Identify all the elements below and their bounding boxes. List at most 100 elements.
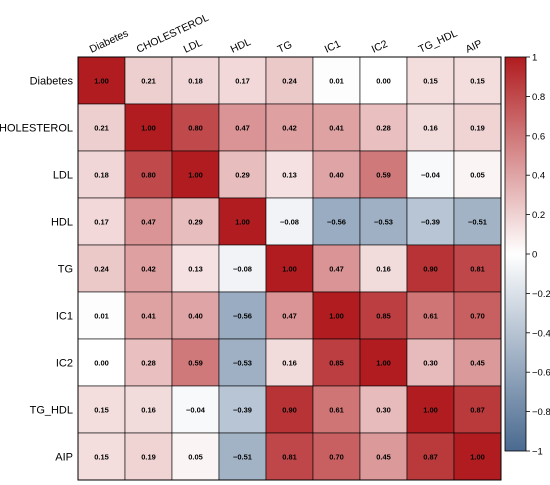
cell-value-label: 0.70 [329, 453, 344, 462]
column-label: Diabetes [88, 27, 131, 55]
heatmap-cell [77, 244, 126, 293]
heatmap-cell [171, 103, 220, 152]
heatmap-cell [218, 244, 267, 293]
cell-value-label: 0.21 [141, 77, 156, 86]
heatmap-cell [312, 244, 361, 293]
row-label: HDL [51, 217, 73, 229]
cell-value-label: 0.16 [141, 406, 156, 415]
colorbar-tick-label: −0.6 [532, 368, 550, 379]
cell-value-label: 1.00 [470, 453, 485, 462]
heatmap-cell [359, 432, 408, 481]
cell-value-label: 0.19 [141, 453, 156, 462]
colorbar-tick-label: 0.6 [532, 131, 545, 142]
heatmap-cell [453, 291, 502, 340]
heatmap-cell [171, 244, 220, 293]
cell-value-label: 0.17 [94, 218, 109, 227]
heatmap-cell [124, 338, 173, 387]
cell-value-label: 0.45 [376, 453, 391, 462]
cell-value-label: 0.24 [282, 77, 297, 86]
cell-value-label: 1.00 [141, 124, 156, 133]
cell-value-label: 0.59 [188, 359, 203, 368]
heatmap-cell [218, 291, 267, 340]
heatmap-cell [265, 56, 314, 105]
cell-value-label: −0.04 [421, 171, 441, 180]
heatmap-cell [265, 291, 314, 340]
heatmap-cell [265, 338, 314, 387]
cell-value-label: 0.30 [376, 406, 391, 415]
heatmap-cell [171, 385, 220, 434]
cell-value-label: 0.61 [329, 406, 344, 415]
cell-value-label: 0.45 [470, 359, 485, 368]
row-label: TG_HDL [30, 405, 73, 417]
cell-value-label: 0.21 [94, 124, 109, 133]
heatmap-cell [265, 432, 314, 481]
heatmap-cell [453, 150, 502, 199]
row-label: CHOLESTEROL [0, 123, 73, 135]
cell-value-label: 0.18 [188, 77, 203, 86]
heatmap-cell [77, 150, 126, 199]
heatmap-cell [218, 385, 267, 434]
heatmap-cell [265, 150, 314, 199]
cell-value-label: −0.56 [233, 312, 252, 321]
colorbar-tick-label: 0.2 [532, 210, 545, 221]
heatmap-cell [171, 432, 220, 481]
cell-value-label: 0.85 [376, 312, 391, 321]
colorbar-tick-label: −0.8 [532, 407, 550, 418]
heatmap-cell [124, 56, 173, 105]
heatmap-cell [406, 197, 455, 246]
heatmap-frame [77, 56, 502, 481]
cell-value-label: 0.81 [282, 453, 297, 462]
cell-value-label: 0.01 [94, 312, 109, 321]
heatmap-cell [77, 291, 126, 340]
row-label: IC2 [56, 358, 73, 370]
heatmap-cell [453, 103, 502, 152]
cell-value-label: 0.87 [423, 453, 438, 462]
cell-value-label: −0.08 [233, 265, 252, 274]
cell-value-label: 0.16 [423, 124, 438, 133]
heatmap-cell [312, 56, 361, 105]
cell-value-label: 0.81 [470, 265, 485, 274]
cell-value-label: 0.90 [282, 406, 297, 415]
cell-value-label: 0.19 [470, 124, 485, 133]
colorbar-tick-label: 0.8 [532, 92, 545, 103]
cell-value-label: 0.80 [141, 171, 156, 180]
column-label: IC2 [370, 38, 390, 56]
cell-value-label: −0.08 [280, 218, 299, 227]
cell-value-label: 0.87 [470, 406, 485, 415]
row-label: LDL [53, 170, 73, 182]
heatmap-cells [77, 56, 502, 481]
heatmap-cell [124, 197, 173, 246]
cell-value-label: 1.00 [188, 171, 203, 180]
heatmap-cell [453, 197, 502, 246]
heatmap-cell [406, 103, 455, 152]
cell-value-label: 0.05 [188, 453, 203, 462]
cell-value-label: 0.40 [329, 171, 344, 180]
heatmap-cell [453, 244, 502, 293]
heatmap-cell [453, 385, 502, 434]
heatmap-cell [171, 150, 220, 199]
cell-value-label: −0.04 [186, 406, 206, 415]
column-label: TG_HDL [417, 27, 460, 55]
column-label: AIP [464, 38, 484, 56]
heatmap-cell [312, 291, 361, 340]
heatmap-cell [453, 432, 502, 481]
cell-value-label: 0.13 [282, 171, 297, 180]
cell-value-label: 0.59 [376, 171, 391, 180]
cell-value-label: −0.39 [421, 218, 440, 227]
cell-value-label: −0.39 [233, 406, 252, 415]
heatmap-cell [124, 244, 173, 293]
colorbar-tick-label: −0.2 [532, 289, 550, 300]
cell-value-label: 1.00 [282, 265, 297, 274]
heatmap-cell [265, 103, 314, 152]
row-label: Diabetes [30, 76, 74, 88]
cell-value-label: 0.30 [423, 359, 438, 368]
cell-value-label: 0.80 [188, 124, 203, 133]
cell-value-label: 0.16 [376, 265, 391, 274]
cell-value-label: 0.24 [94, 265, 109, 274]
heatmap-value-labels: 1.00 0.21 0.18 0.17 0.24 0.01 0.00 0.15 0.15 0.21… [94, 77, 487, 462]
row-label: TG [58, 264, 73, 276]
heatmap-cell [312, 432, 361, 481]
heatmap-cell [77, 385, 126, 434]
cell-value-label: 0.42 [141, 265, 156, 274]
